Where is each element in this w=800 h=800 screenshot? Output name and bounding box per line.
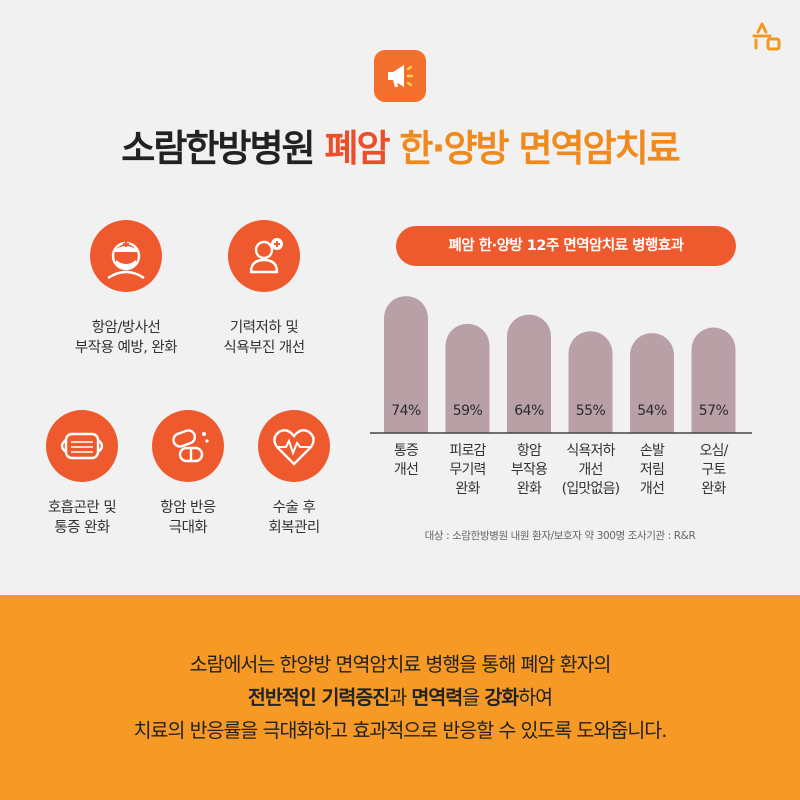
title-cancer: 폐암: [324, 127, 390, 170]
category-label: 오심/구토 완화: [699, 443, 728, 497]
footer-text-3: 하여: [518, 686, 553, 709]
title-treatment: 한·양방 면역암치료: [399, 127, 680, 170]
bar: [568, 331, 613, 433]
bar-value-label: 64%: [514, 403, 544, 419]
face-mask-icon: [46, 410, 118, 482]
chart-title: 폐암 한·양방 12주 면역암치료 병행효과: [396, 226, 736, 266]
survey-note: 대상 : 소람한방병원 내원 환자/보호자 약 300명 조사기관 : R&R: [424, 530, 696, 542]
bar: [630, 333, 674, 433]
bar-value-label: 59%: [453, 403, 483, 419]
page-title: 소람한방병원 폐암 한·양방 면역암치료: [0, 118, 800, 172]
bar-value-label: 57%: [699, 403, 729, 419]
soram-logo-icon: [748, 18, 784, 54]
footer-emphasis-2: 면역력: [411, 686, 463, 709]
bar: [507, 314, 551, 433]
bar-value-label: 55%: [576, 403, 606, 419]
bar-value-label: 54%: [637, 403, 667, 419]
category-label: 항암 부작용 완화: [511, 443, 548, 497]
feature-label-3: 호흡곤란 및 통증 완화: [47, 500, 117, 536]
medical-mask-person-icon: [90, 220, 162, 292]
feature-label-4: 항암 반응 극대화: [160, 500, 216, 536]
bar: [691, 327, 736, 433]
footer-emphasis-1: 전반적인 기력증진: [247, 686, 390, 709]
category-label: 식욕저하 개선 (입맛없음): [562, 443, 620, 497]
megaphone-icon: [374, 50, 426, 102]
footer-banner: 소람에서는 한양방 면역암치료 병행을 통해 폐암 환자의 전반적인 기력증진과…: [0, 595, 800, 800]
feature-label-5: 수술 후 회복관리: [268, 500, 320, 536]
feature-label-2: 기력저하 및 식욕부진 개선: [223, 320, 305, 356]
person-plus-icon: [228, 220, 300, 292]
bar: [384, 296, 428, 433]
pills-icon: [152, 410, 224, 482]
bar: [445, 323, 490, 433]
category-label: 통증 개선: [394, 443, 419, 478]
footer-text-1: 과: [389, 686, 412, 709]
title-hospital: 소람한방병원: [121, 127, 315, 170]
footer-line-1: 소람에서는 한양방 면역암치료 병행을 통해 폐암 환자의: [189, 653, 612, 676]
category-label: 손발 저림 개선: [640, 443, 665, 497]
footer-emphasis-3: 강화: [484, 686, 519, 709]
footer-line-2: 전반적인 기력증진과 면역력을 강화하여: [0, 681, 800, 710]
footer-text-2: 을: [462, 686, 485, 709]
footer-line-3: 치료의 반응률을 극대화하고 효과적으로 반응할 수 있도록 도와줍니다.: [133, 719, 668, 742]
feature-label-1: 항암/방사선 부작용 예방, 완화: [74, 320, 178, 356]
heart-pulse-icon: [258, 410, 330, 482]
bar-chart: 74% 통증 개선 59% 피로감 무기력 완화 64% 항암 부작용 완화 55% 식욕저하 개선 (입맛…: [370, 296, 752, 497]
category-label: 피로감 무기력 완화: [449, 443, 486, 497]
bar-value-label: 74%: [391, 403, 421, 419]
